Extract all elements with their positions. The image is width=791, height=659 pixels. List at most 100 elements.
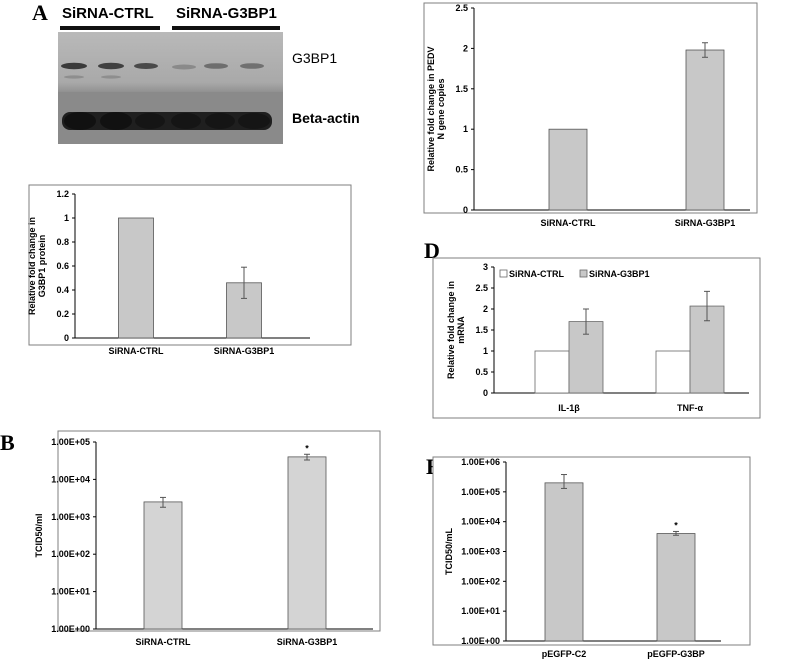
actin-lane-5 xyxy=(205,113,235,129)
y-tick-label: 1.00E+04 xyxy=(51,474,90,484)
chart-frame xyxy=(28,184,352,346)
y-tick-label: 1.00E+00 xyxy=(461,636,500,646)
y-tick-label: 0 xyxy=(463,205,468,215)
chart-a-g3bp1-protein: 0 0.2 0.4 0.6 0.8 1 1.2 Relative fold change in… xyxy=(27,184,352,356)
y-axis-title: Relative fold change in PEDV xyxy=(426,46,436,171)
g3bp1-band-2 xyxy=(98,62,124,70)
chart-e-tcid50: 1.00E+00 1.00E+01 1.00E+02 1.00E+03 1.00E+04… xyxy=(432,456,751,659)
x-category-label: SiRNA-CTRL xyxy=(136,637,191,647)
y-tick-label: 0 xyxy=(483,388,488,398)
y-axis-title: G3BP1 protein xyxy=(37,235,47,298)
blot-g3bp1-underline xyxy=(172,26,280,30)
y-tick-label: 1 xyxy=(64,213,69,223)
y-tick-label: 1 xyxy=(483,346,488,356)
panel-label-d: D xyxy=(424,238,440,263)
y-tick-label: 1.00E+02 xyxy=(461,576,500,586)
g3bp1-faint-2 xyxy=(101,75,121,79)
beta-actin-bands xyxy=(62,112,272,130)
y-tick-label: 1.00E+00 xyxy=(51,624,90,634)
y-tick-label: 3 xyxy=(483,262,488,272)
chart-frame xyxy=(57,430,381,632)
y-axis-title: mRNA xyxy=(456,316,466,344)
y-tick-label: 2 xyxy=(483,304,488,314)
y-tick-label: 2.5 xyxy=(475,283,488,293)
actin-lane-6 xyxy=(238,113,270,129)
bar-1 xyxy=(143,501,183,630)
blot-ctrl-underline xyxy=(60,26,160,30)
bar-1 xyxy=(118,217,154,339)
bar-sirna-ctrl-2 xyxy=(655,350,691,394)
chart-b-tcid50: 1.00E+00 1.00E+01 1.00E+02 1.00E+03 1.00E+04… xyxy=(34,430,381,647)
y-tick-label: 0 xyxy=(64,333,69,343)
legend-swatch xyxy=(579,269,588,278)
significance-asterisk: * xyxy=(305,443,309,453)
x-category-label: SiRNA-G3BP1 xyxy=(277,637,338,647)
y-tick-label: 1.00E+06 xyxy=(461,457,500,467)
y-tick-label: 0.5 xyxy=(455,165,468,175)
blot-header-ctrl: SiRNA-CTRL xyxy=(62,5,154,22)
x-category-label: pEGFP-G3BP xyxy=(647,649,705,659)
x-category-label: TNF-α xyxy=(677,403,703,413)
x-category-label: SiRNA-CTRL xyxy=(109,346,164,356)
x-category-label: IL-1β xyxy=(558,403,580,413)
x-category-label: SiRNA-G3BP1 xyxy=(214,346,275,356)
bar-1 xyxy=(548,128,588,211)
y-tick-label: 1.5 xyxy=(475,325,488,335)
bar-2 xyxy=(287,456,327,630)
y-tick-label: 1.5 xyxy=(455,84,468,94)
y-axis-title: Relative fold change in xyxy=(446,281,456,379)
chart-c-pedv-n-gene: 0 0.5 1 1.5 2 2.5 Relative fold change in PEDV… xyxy=(423,2,758,228)
y-tick-label: 0.2 xyxy=(56,309,69,319)
beta-actin-band-label: Beta-actin xyxy=(292,110,360,126)
actin-lane-3 xyxy=(135,113,165,129)
y-tick-label: 1.00E+01 xyxy=(51,587,90,597)
y-tick-label: 0.4 xyxy=(56,285,69,295)
y-tick-label: 1.00E+01 xyxy=(461,606,500,616)
g3bp1-band-4 xyxy=(172,64,196,70)
y-axis-title: N gene copies xyxy=(436,78,446,139)
y-tick-label: 1 xyxy=(463,124,468,134)
y-axis-title: TCID50/ml xyxy=(34,513,44,557)
panel-label-b: B xyxy=(0,430,15,455)
g3bp1-faint-1 xyxy=(64,75,84,79)
actin-lane-2 xyxy=(100,112,132,130)
western-blot: SiRNA-CTRL SiRNA-G3BP1 xyxy=(58,5,360,144)
y-tick-label: 2.5 xyxy=(455,3,468,13)
y-axis-title: TCID50/mL xyxy=(444,527,454,575)
chart-d-cytokine-mrna: 0 0.5 1 1.5 2 2.5 3 Relative fold change in mRNA… xyxy=(432,257,761,419)
y-tick-label: 1.2 xyxy=(56,189,69,199)
g3bp1-band-1 xyxy=(61,62,87,70)
x-category-label: SiRNA-G3BP1 xyxy=(675,218,736,228)
y-tick-label: 1.00E+03 xyxy=(461,547,500,557)
y-tick-label: 0.8 xyxy=(56,237,69,247)
legend-label: SiRNA-CTRL xyxy=(509,269,564,279)
chart-frame xyxy=(432,456,751,646)
blot-header-g3bp1: SiRNA-G3BP1 xyxy=(176,5,277,22)
g3bp1-band-label: G3BP1 xyxy=(292,50,337,66)
g3bp1-band-6 xyxy=(240,63,264,69)
legend-swatch xyxy=(499,269,508,278)
x-category-label: SiRNA-CTRL xyxy=(541,218,596,228)
actin-lane-1 xyxy=(64,112,96,130)
x-category-label: pEGFP-C2 xyxy=(542,649,587,659)
bar-1 xyxy=(544,482,584,642)
y-tick-label: 1.00E+03 xyxy=(51,512,90,522)
y-tick-label: 1.00E+05 xyxy=(51,437,90,447)
g3bp1-bands xyxy=(61,62,264,79)
bar-sirna-ctrl-1 xyxy=(534,350,570,394)
bar-2 xyxy=(685,49,725,211)
y-tick-label: 0.6 xyxy=(56,261,69,271)
bar-2 xyxy=(656,533,696,642)
y-tick-label: 2 xyxy=(463,43,468,53)
panel-label-a: A xyxy=(32,0,48,25)
actin-lane-4 xyxy=(171,113,201,129)
y-tick-label: 1.00E+02 xyxy=(51,549,90,559)
g3bp1-band-3 xyxy=(134,63,158,69)
g3bp1-band-5 xyxy=(204,63,228,69)
legend-label: SiRNA-G3BP1 xyxy=(589,269,650,279)
y-tick-label: 1.00E+04 xyxy=(461,517,500,527)
y-tick-label: 0.5 xyxy=(475,367,488,377)
y-tick-label: 1.00E+05 xyxy=(461,487,500,497)
y-axis-title: Relative fold change in xyxy=(27,217,37,315)
